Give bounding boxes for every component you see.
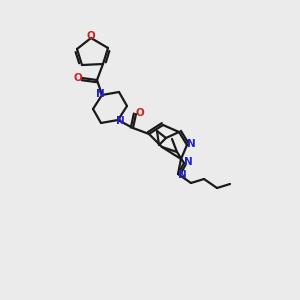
Text: N: N: [187, 139, 195, 149]
Text: N: N: [178, 170, 186, 180]
Text: O: O: [136, 108, 144, 118]
Text: N: N: [116, 116, 124, 126]
Text: O: O: [87, 31, 95, 41]
Text: N: N: [96, 89, 104, 99]
Text: N: N: [184, 157, 192, 167]
Text: O: O: [74, 73, 82, 83]
